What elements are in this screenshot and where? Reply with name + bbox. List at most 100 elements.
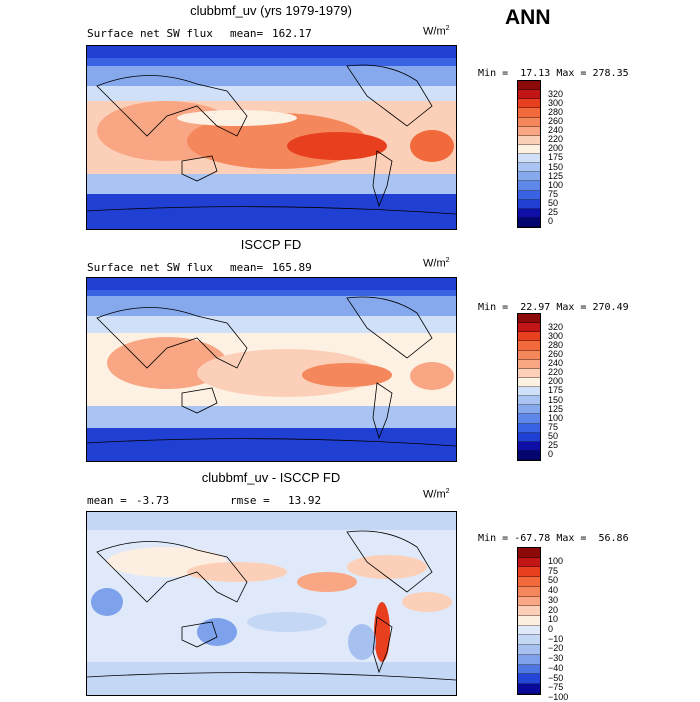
- colorbar-swatch: [518, 423, 540, 433]
- colorbar-swatch: [518, 567, 540, 578]
- colorbar-tick-label: 0: [548, 449, 554, 460]
- panel3-minmax: Min = -67.78 Max = 56.86: [466, 522, 629, 544]
- colorbar-tick-label: 20: [548, 604, 559, 615]
- colorbar-swatch: [518, 190, 540, 200]
- colorbar-swatch: [518, 208, 540, 218]
- colorbar-tick-label: −40: [548, 662, 564, 673]
- panel2-title: ISCCP FD: [240, 237, 302, 252]
- colorbar-tick-label: 40: [548, 585, 559, 596]
- colorbar-tick-label: 125: [548, 403, 564, 414]
- colorbar-tick-label: −10: [548, 633, 564, 644]
- colorbar-swatch: [518, 368, 540, 378]
- panel2-units: W/m2: [423, 257, 450, 270]
- panel2-minmax: Min = 22.97 Max = 270.49: [466, 291, 629, 313]
- panel3-max-label: Max =: [556, 533, 587, 544]
- colorbar-swatch: [518, 217, 540, 227]
- colorbar-swatch: [518, 126, 540, 136]
- colorbar-swatch: [518, 377, 540, 387]
- colorbar-tick-label: −75: [548, 682, 564, 693]
- colorbar-swatch: [518, 664, 540, 675]
- colorbar-tick-label: 280: [548, 339, 564, 350]
- colorbar-swatch: [518, 323, 540, 333]
- colorbar-tick-label: 240: [548, 358, 564, 369]
- colorbar-tick-label: 220: [548, 367, 564, 378]
- colorbar-tick-label: 50: [548, 575, 559, 586]
- panel1-units-exp: 2: [445, 25, 450, 32]
- colorbar-tick-label: 75: [548, 565, 559, 576]
- colorbar-tick-label: 150: [548, 394, 564, 405]
- colorbar-swatch: [518, 548, 540, 558]
- colorbar-swatch: [518, 625, 540, 636]
- colorbar-swatch: [518, 81, 540, 91]
- colorbar-swatch: [518, 414, 540, 424]
- colorbar-swatch: [518, 314, 540, 324]
- colorbar-swatch: [518, 405, 540, 415]
- colorbar-tick-label: 0: [548, 624, 554, 634]
- colorbar-swatch: [518, 441, 540, 451]
- colorbar-swatch: [518, 577, 540, 587]
- colorbar-swatch: [518, 172, 540, 182]
- colorbar-swatch: [518, 144, 540, 154]
- colorbar-tick-label: 50: [548, 431, 559, 442]
- panel3-map: [86, 511, 457, 696]
- colorbar-tick-label: 100: [548, 412, 564, 423]
- panel3-colorbar: [517, 547, 541, 695]
- panel2-min-value: 22.97: [520, 302, 551, 313]
- colorbar-swatch: [518, 396, 540, 406]
- colorbar-swatch: [518, 616, 540, 626]
- panel2-map: [86, 277, 457, 462]
- colorbar-swatch: [518, 654, 540, 665]
- colorbar-tick-label: 175: [548, 385, 564, 396]
- colorbar-tick-label: 125: [548, 170, 564, 181]
- colorbar-tick-label: 0: [548, 216, 554, 227]
- colorbar-swatch: [518, 341, 540, 351]
- colorbar-swatch: [518, 90, 540, 100]
- colorbar-tick-label: −20: [548, 643, 564, 654]
- panel2-field-label: Surface net SW flux: [87, 261, 213, 274]
- colorbar-swatch: [518, 163, 540, 173]
- colorbar-tick-label: 240: [548, 125, 564, 136]
- colorbar-swatch: [518, 674, 540, 685]
- colorbar-tick-label: 150: [548, 161, 564, 172]
- panel3-units-text: W/m: [423, 488, 446, 501]
- panel1-min-label: Min =: [478, 68, 509, 79]
- colorbar-tick-label: 260: [548, 115, 564, 126]
- colorbar-tick-label: −100: [548, 692, 569, 702]
- colorbar-swatch: [518, 684, 540, 694]
- colorbar-swatch: [518, 99, 540, 109]
- panel3-map-svg: [87, 512, 456, 695]
- colorbar-swatch: [518, 181, 540, 191]
- colorbar-swatch: [518, 199, 540, 209]
- panel2-colorbar: [517, 313, 541, 461]
- colorbar-tick-label: 10: [548, 614, 559, 625]
- panel2-mean-value: 165.89: [272, 261, 312, 274]
- colorbar-swatch: [518, 596, 540, 607]
- colorbar-swatch: [518, 645, 540, 655]
- panel3-mean-label: mean =: [87, 494, 127, 507]
- colorbar-swatch: [518, 117, 540, 127]
- panel1-mean-value: 162.17: [272, 27, 312, 40]
- panel3-min-value: -67.78: [514, 533, 551, 544]
- colorbar-tick-label: 280: [548, 106, 564, 117]
- panel3-rmse-label: rmse =: [230, 494, 270, 507]
- colorbar-tick-label: 75: [548, 421, 559, 432]
- colorbar-swatch: [518, 432, 540, 442]
- panel2-mean-label: mean=: [230, 261, 264, 274]
- panel2-units-exp: 2: [445, 257, 450, 264]
- colorbar-swatch: [518, 635, 540, 646]
- colorbar-tick-label: 50: [548, 198, 559, 209]
- colorbar-swatch: [518, 154, 540, 164]
- colorbar-tick-label: 320: [548, 321, 564, 332]
- panel1-max-label: Max =: [556, 68, 587, 79]
- panel3-units: W/m2: [423, 488, 450, 501]
- panel1-units: W/m2: [423, 25, 450, 38]
- colorbar-tick-label: 175: [548, 152, 564, 163]
- colorbar-swatch: [518, 359, 540, 369]
- colorbar-tick-label: 300: [548, 97, 564, 108]
- colorbar-tick-label: 75: [548, 188, 559, 199]
- colorbar-tick-label: −50: [548, 672, 564, 683]
- colorbar-tick-label: −30: [548, 653, 564, 664]
- panel1-map-svg: [87, 46, 456, 229]
- panel3-title: clubbmf_uv - ISCCP FD: [201, 470, 341, 485]
- panel3-mean-value: -3.73: [136, 494, 170, 507]
